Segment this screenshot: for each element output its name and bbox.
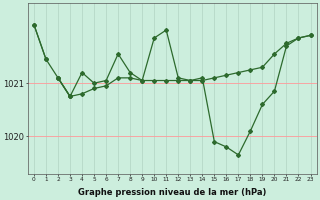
X-axis label: Graphe pression niveau de la mer (hPa): Graphe pression niveau de la mer (hPa) — [78, 188, 267, 197]
